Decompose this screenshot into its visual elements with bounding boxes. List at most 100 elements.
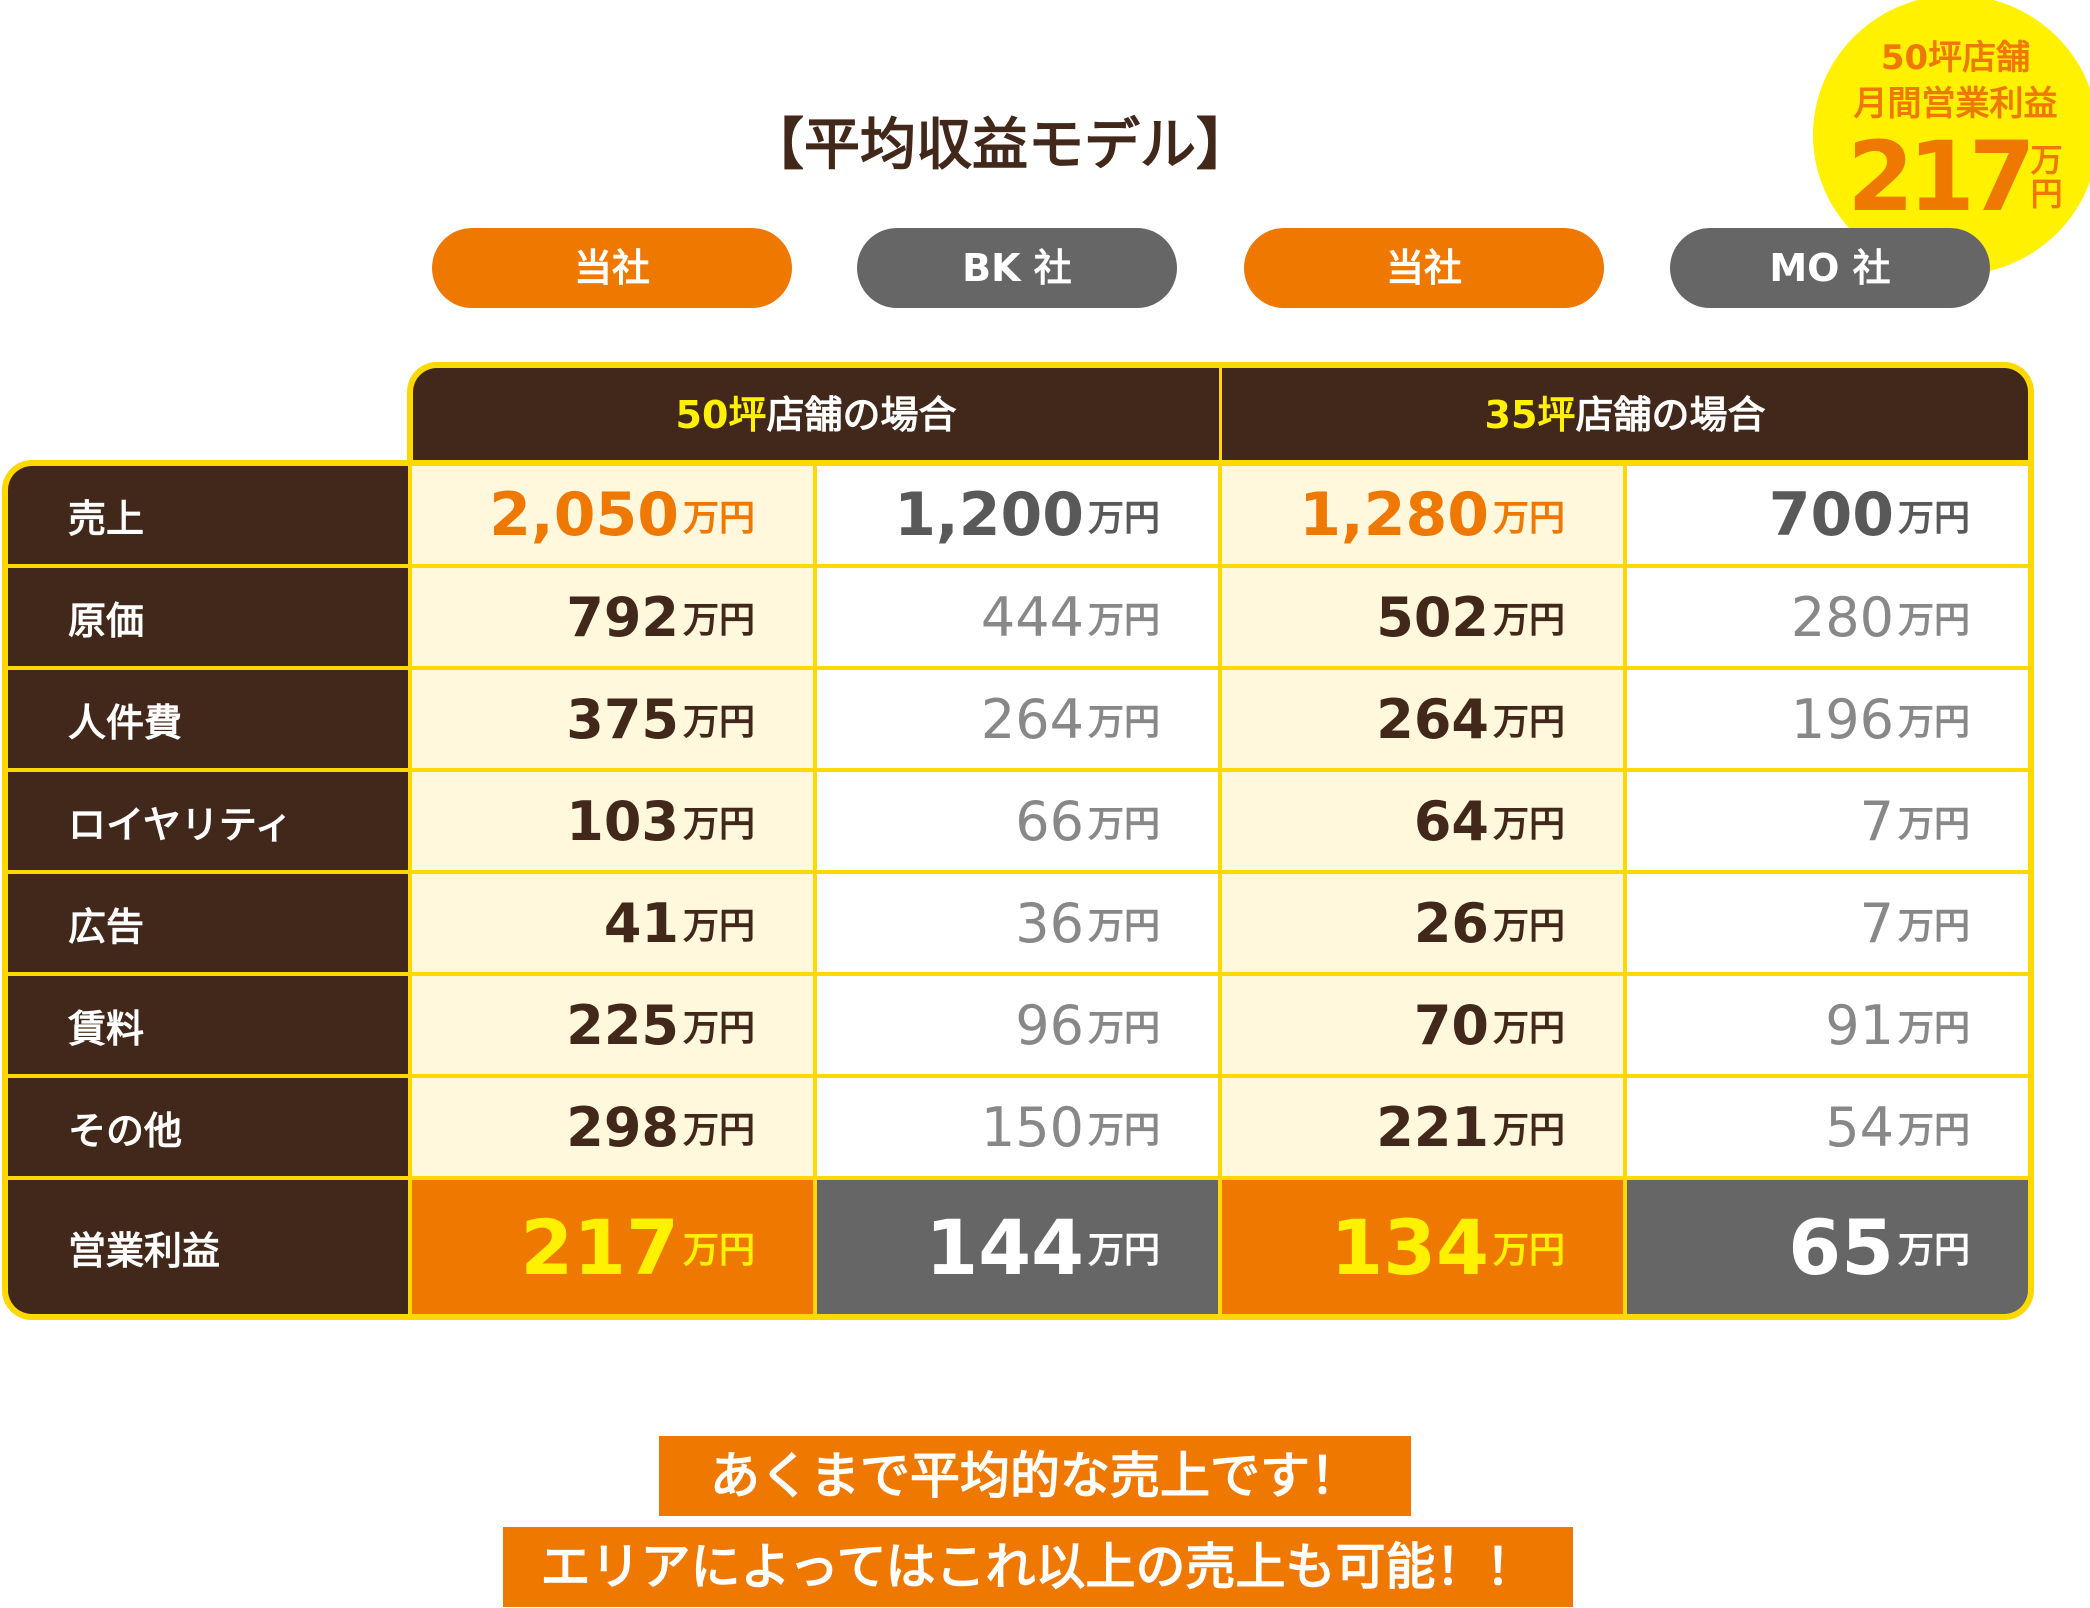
cell-unit: 万円 — [1087, 906, 1160, 947]
cell-unit: 万円 — [682, 906, 755, 947]
cell-unit: 万円 — [1897, 1230, 1970, 1271]
group-header-50: 50坪店舗の場合 — [407, 362, 1222, 462]
row-label: 売上 — [8, 466, 408, 564]
cell-value: 444 — [980, 585, 1084, 649]
table-cell: 36 万円 — [813, 874, 1218, 972]
cell-value: 96 — [1015, 993, 1084, 1057]
cell-value: 54 — [1825, 1095, 1894, 1159]
group-suffix: 店舗の場合 — [766, 393, 957, 437]
note-line-1: あくまで平均的な売上です！ — [659, 1436, 1411, 1516]
table-cell: 264 万円 — [813, 670, 1218, 768]
badge-line2: 月間営業利益 — [1853, 84, 2058, 124]
badge-unit: 万円 — [2030, 141, 2063, 213]
cell-unit: 万円 — [1897, 600, 1970, 641]
company-bubble-bk: BK 社 — [857, 228, 1177, 308]
cell-unit: 万円 — [1492, 498, 1565, 539]
table-cell: 91 万円 — [1623, 976, 2028, 1074]
cell-unit: 万円 — [1897, 498, 1970, 539]
cell-value: 150 — [980, 1095, 1084, 1159]
table-cell: 217 万円 — [408, 1180, 813, 1314]
table-cell: 7 万円 — [1623, 772, 2028, 870]
cell-value: 134 — [1330, 1202, 1489, 1292]
cell-value: 280 — [1790, 585, 1894, 649]
cell-unit: 万円 — [1492, 804, 1565, 845]
table-cell: 150 万円 — [813, 1078, 1218, 1176]
cell-unit: 万円 — [1492, 1110, 1565, 1151]
row-label: 人件費 — [8, 670, 408, 768]
table-row: その他 298 万円 150 万円 221 万円 54 万円 — [8, 1078, 2028, 1180]
group-suffix: 店舗の場合 — [1575, 393, 1766, 437]
cell-unit: 万円 — [682, 1230, 755, 1271]
cell-value: 2,050 — [489, 480, 679, 550]
cell-value: 26 — [1413, 891, 1489, 955]
revenue-table: 売上 2,050 万円 1,200 万円 1,280 万円 700 万円 原価 792 万円 444 万円… — [2, 460, 2034, 1320]
cell-value: 70 — [1413, 993, 1489, 1057]
cell-value: 196 — [1790, 687, 1894, 751]
cell-unit: 万円 — [1492, 1230, 1565, 1271]
table-row: 人件費 375 万円 264 万円 264 万円 196 万円 — [8, 670, 2028, 772]
row-label: ロイヤリティ — [8, 772, 408, 870]
table-cell: 700 万円 — [1623, 466, 2028, 564]
table-cell: 66 万円 — [813, 772, 1218, 870]
table-cell: 96 万円 — [813, 976, 1218, 1074]
cell-unit: 万円 — [1492, 702, 1565, 743]
table-cell: 196 万円 — [1623, 670, 2028, 768]
table-cell: 221 万円 — [1218, 1078, 1623, 1176]
cell-value: 264 — [980, 687, 1084, 751]
cell-value: 700 — [1768, 480, 1894, 550]
row-label: 営業利益 — [8, 1180, 408, 1314]
cell-value: 66 — [1015, 789, 1084, 853]
group-header-35: 35坪店舗の場合 — [1219, 362, 2034, 462]
row-label: 広告 — [8, 874, 408, 972]
company-bubble-mo: MO 社 — [1670, 228, 1990, 308]
table-cell: 144 万円 — [813, 1180, 1218, 1314]
cell-value: 217 — [520, 1202, 679, 1292]
group-size: 35坪 — [1484, 393, 1576, 437]
table-cell: 70 万円 — [1218, 976, 1623, 1074]
cell-value: 36 — [1015, 891, 1084, 955]
table-cell: 41 万円 — [408, 874, 813, 972]
table-row: 広告 41 万円 36 万円 26 万円 7 万円 — [8, 874, 2028, 976]
cell-value: 64 — [1413, 789, 1489, 853]
table-cell: 64 万円 — [1218, 772, 1623, 870]
cell-unit: 万円 — [1897, 702, 1970, 743]
cell-value: 792 — [566, 585, 679, 649]
cell-value: 7 — [1859, 789, 1894, 853]
cell-unit: 万円 — [1492, 1008, 1565, 1049]
cell-unit: 万円 — [682, 1110, 755, 1151]
row-label: その他 — [8, 1078, 408, 1176]
cell-unit: 万円 — [1897, 1110, 1970, 1151]
cell-unit: 万円 — [1492, 906, 1565, 947]
cell-unit: 万円 — [682, 600, 755, 641]
page-title: 【平均収益モデル】 — [748, 113, 1252, 178]
cell-unit: 万円 — [1897, 906, 1970, 947]
cell-unit: 万円 — [682, 804, 755, 845]
table-cell: 502 万円 — [1218, 568, 1623, 666]
cell-unit: 万円 — [1087, 1230, 1160, 1271]
cell-value: 103 — [566, 789, 679, 853]
table-row: 営業利益 217 万円 144 万円 134 万円 65 万円 — [8, 1180, 2028, 1314]
group-size: 50坪 — [675, 393, 767, 437]
table-cell: 444 万円 — [813, 568, 1218, 666]
cell-value: 41 — [603, 891, 679, 955]
cell-unit: 万円 — [1087, 804, 1160, 845]
table-cell: 1,280 万円 — [1218, 466, 1623, 564]
cell-value: 375 — [566, 687, 679, 751]
table-cell: 54 万円 — [1623, 1078, 2028, 1176]
cell-value: 298 — [566, 1095, 679, 1159]
cell-unit: 万円 — [1087, 1110, 1160, 1151]
company-bubble-ours-35: 当社 — [1244, 228, 1604, 308]
table-cell: 280 万円 — [1623, 568, 2028, 666]
cell-value: 65 — [1788, 1202, 1894, 1292]
cell-value: 221 — [1376, 1095, 1489, 1159]
row-label: 賃料 — [8, 976, 408, 1074]
table-cell: 26 万円 — [1218, 874, 1623, 972]
cell-unit: 万円 — [1492, 600, 1565, 641]
cell-value: 7 — [1859, 891, 1894, 955]
table-cell: 103 万円 — [408, 772, 813, 870]
table-cell: 298 万円 — [408, 1078, 813, 1176]
cell-unit: 万円 — [1897, 1008, 1970, 1049]
row-label: 原価 — [8, 568, 408, 666]
cell-value: 225 — [566, 993, 679, 1057]
cell-unit: 万円 — [1897, 804, 1970, 845]
